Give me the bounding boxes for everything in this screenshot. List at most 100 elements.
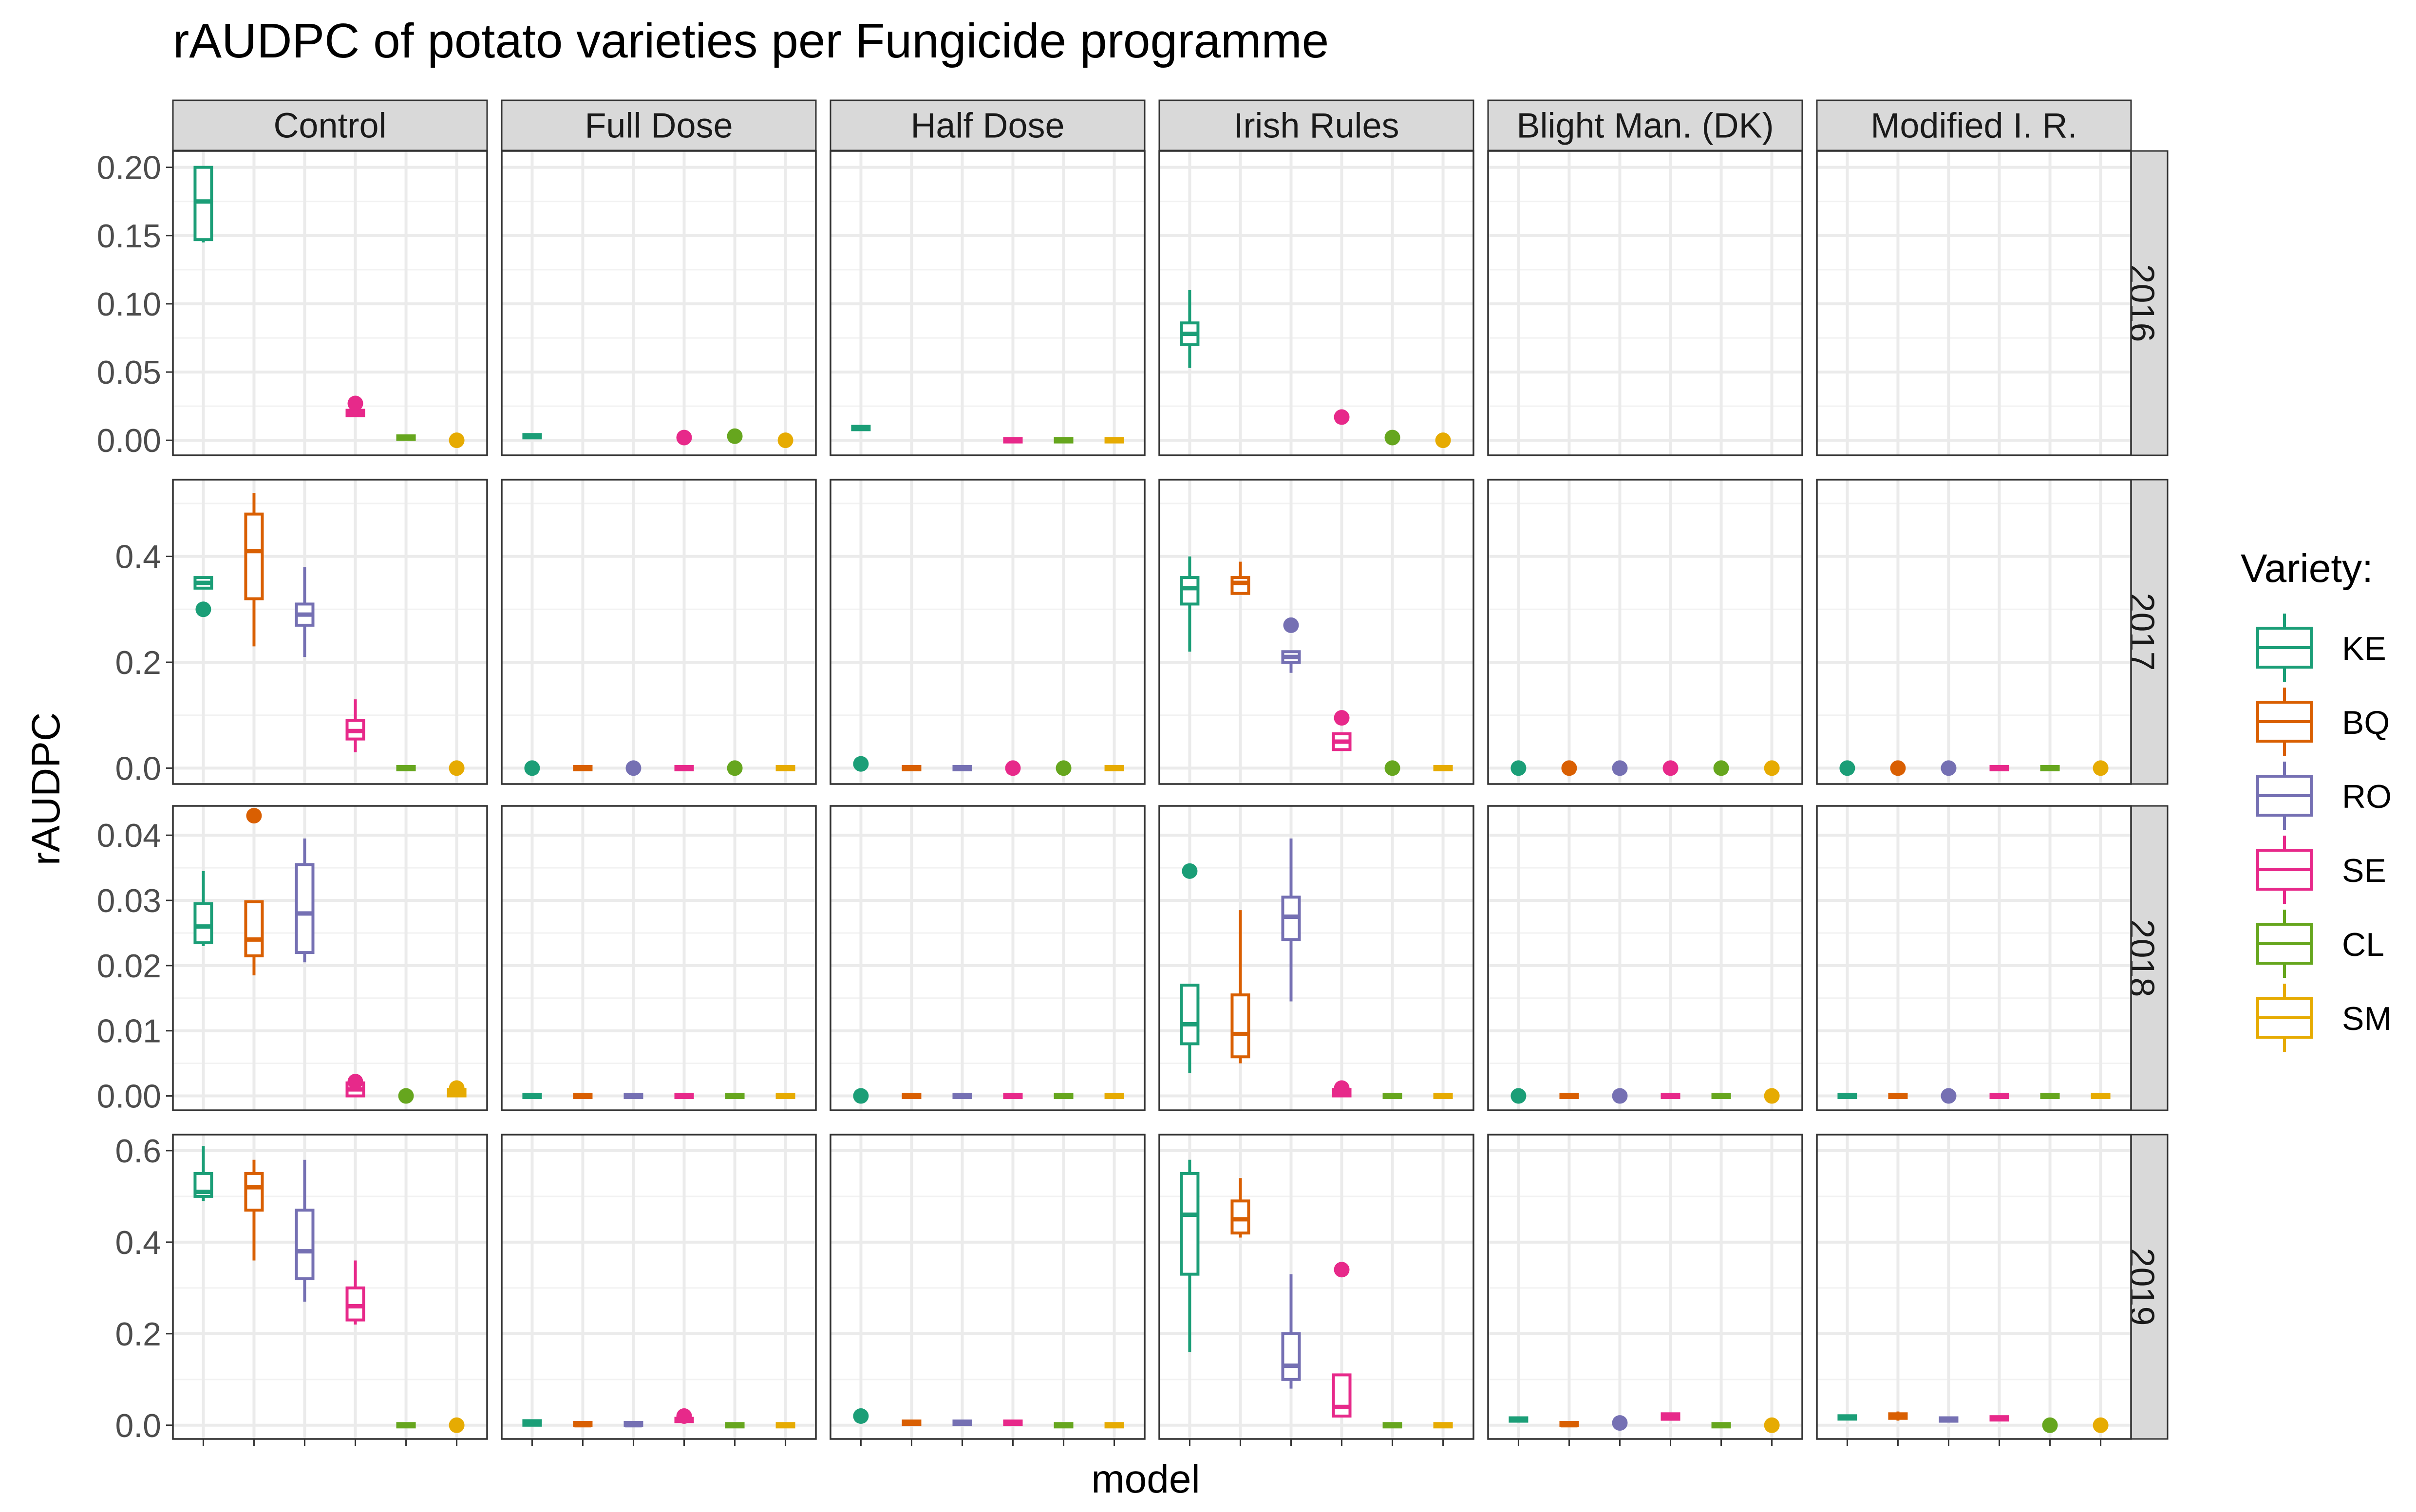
y-tick-label: 0.4 bbox=[115, 539, 161, 576]
panel-background-blight-man-dk-2018 bbox=[1488, 806, 1802, 1110]
panel-background-full-dose-2019 bbox=[502, 1135, 816, 1439]
mark-ke-point bbox=[1510, 1088, 1527, 1104]
facet-strip-modified-i-r bbox=[1816, 99, 2132, 151]
mark-sm-point bbox=[777, 432, 793, 448]
mark-ro-point bbox=[1941, 1088, 1957, 1104]
mark-ro-box bbox=[295, 1209, 315, 1281]
panel-background-control-2017 bbox=[173, 480, 487, 784]
mark-se-outlier bbox=[347, 1074, 363, 1090]
mark-ro-point bbox=[1612, 760, 1628, 776]
mark-se-point bbox=[1005, 760, 1021, 776]
mark-sm-point bbox=[449, 1417, 465, 1433]
panel-background-irish-rules-2017 bbox=[1159, 480, 1473, 784]
legend-label-cl: CL bbox=[2342, 926, 2384, 963]
mark-bq-box bbox=[244, 512, 264, 600]
mark-ro-box bbox=[1281, 1332, 1301, 1381]
mark-ke-box bbox=[1180, 1172, 1200, 1276]
panel-border bbox=[1816, 1134, 2132, 1440]
mark-ke-outlier bbox=[195, 601, 211, 617]
mark-ro-box bbox=[295, 863, 315, 954]
panel-background-irish-rules-2018 bbox=[1159, 806, 1473, 1110]
mark-ke-box bbox=[1180, 984, 1200, 1045]
facet-strip-control bbox=[172, 99, 488, 151]
mark-ro-point bbox=[1612, 1088, 1628, 1104]
panel-background-modified-i-r-2017 bbox=[1817, 480, 2131, 784]
mark-cl-point bbox=[1713, 760, 1729, 776]
mark-se-outlier bbox=[676, 1408, 692, 1424]
mark-se-box bbox=[1332, 1373, 1352, 1418]
mark-sm-point bbox=[1764, 1088, 1780, 1104]
facet-strip-full-dose bbox=[501, 99, 817, 151]
y-tick-label: 0.0 bbox=[115, 750, 161, 787]
y-tick-label: 0.2 bbox=[115, 1316, 161, 1353]
legend-label-se: SE bbox=[2342, 852, 2386, 889]
panel-border bbox=[1487, 479, 1803, 785]
mark-cl-point bbox=[727, 760, 743, 776]
panel-border bbox=[1158, 150, 1474, 456]
chart-title: rAUDPC of potato varieties per Fungicide… bbox=[173, 14, 1329, 68]
mark-ke-point bbox=[1839, 760, 1855, 776]
panel-border bbox=[1158, 805, 1474, 1111]
mark-ke-point bbox=[853, 1088, 869, 1104]
y-tick-label: 0.10 bbox=[97, 286, 161, 323]
y-tick-label: 0.04 bbox=[97, 817, 161, 854]
mark-se-box bbox=[345, 1286, 365, 1322]
mark-se-outlier bbox=[1334, 1262, 1350, 1278]
mark-bq-box bbox=[244, 900, 264, 957]
mark-se-outlier bbox=[1334, 710, 1350, 726]
facet-strip-label: Irish Rules bbox=[1233, 107, 1399, 146]
legend-title: Variety: bbox=[2241, 546, 2373, 591]
panel-border bbox=[830, 479, 1146, 785]
facet-strip-half-dose bbox=[830, 99, 1146, 151]
facet-strip-label: Control bbox=[273, 107, 386, 146]
y-tick-label: 0.00 bbox=[97, 1078, 161, 1115]
panel-border bbox=[501, 1134, 817, 1440]
mark-ke-point bbox=[853, 1408, 869, 1424]
mark-ke-point bbox=[1510, 760, 1527, 776]
panel-border bbox=[172, 805, 488, 1111]
mark-cl-point bbox=[1056, 760, 1072, 776]
facet-strip-irish-rules bbox=[1158, 99, 1474, 151]
panel-background-half-dose-2018 bbox=[830, 806, 1145, 1110]
y-tick-label: 0.4 bbox=[115, 1224, 161, 1261]
mark-cl-point bbox=[727, 428, 743, 444]
panel-background-half-dose-2017 bbox=[830, 480, 1145, 784]
mark-ke-box bbox=[193, 902, 213, 945]
panel-background-irish-rules-2019 bbox=[1159, 1135, 1473, 1439]
panel-background-full-dose-2017 bbox=[502, 480, 816, 784]
mark-sm-outlier bbox=[449, 1080, 465, 1096]
panel-border bbox=[830, 1134, 1146, 1440]
y-tick-label: 0.0 bbox=[115, 1407, 161, 1444]
panel-border bbox=[1158, 1134, 1474, 1440]
x-axis-title: model bbox=[1091, 1457, 1200, 1501]
mark-bq-outlier bbox=[246, 808, 262, 824]
panel-border bbox=[1487, 1134, 1803, 1440]
legend-label-sm: SM bbox=[2342, 1000, 2392, 1037]
panel-border bbox=[501, 150, 817, 456]
y-tick-label: 0.02 bbox=[97, 948, 161, 985]
panel-border bbox=[830, 805, 1146, 1111]
facet-strip-label: Modified I. R. bbox=[1870, 107, 2077, 146]
mark-cl-point bbox=[1384, 429, 1400, 446]
panel-border bbox=[1487, 805, 1803, 1111]
mark-cl-point bbox=[1384, 760, 1400, 776]
mark-sm-point bbox=[449, 760, 465, 776]
mark-bq-box bbox=[1230, 1199, 1250, 1235]
mark-ke-outlier bbox=[1182, 863, 1198, 879]
mark-ro-point bbox=[1941, 760, 1957, 776]
panel-border bbox=[172, 1134, 488, 1440]
mark-se-outlier bbox=[347, 395, 363, 411]
mark-sm-point bbox=[2093, 760, 2109, 776]
panel-background-full-dose-2018 bbox=[502, 806, 816, 1110]
panel-background-blight-man-dk-2019 bbox=[1488, 1135, 1802, 1439]
mark-ro-point bbox=[625, 760, 642, 776]
mark-ke-box bbox=[1180, 576, 1200, 606]
panel-border bbox=[1487, 150, 1803, 456]
facet-strip-label: Full Dose bbox=[585, 107, 733, 146]
mark-se-outlier bbox=[1334, 1080, 1350, 1096]
mark-bq-box bbox=[1230, 993, 1250, 1059]
panel-border bbox=[1816, 479, 2132, 785]
panel-background-modified-i-r-2018 bbox=[1817, 806, 2131, 1110]
panel-background-blight-man-dk-2017 bbox=[1488, 480, 1802, 784]
